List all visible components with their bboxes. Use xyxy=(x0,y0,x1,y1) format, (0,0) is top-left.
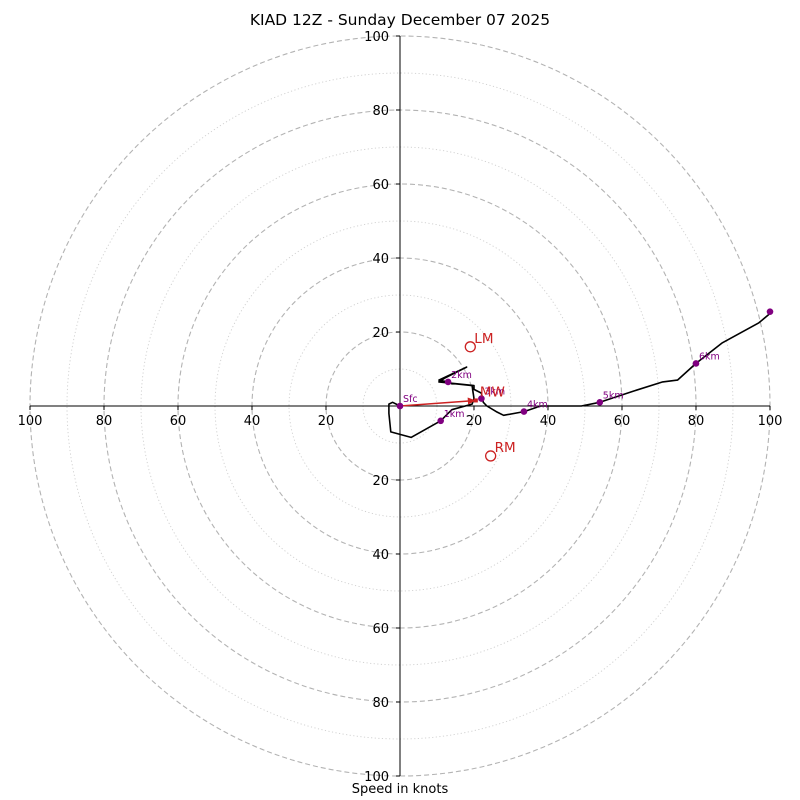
tick-label-bottom: 80 xyxy=(372,696,389,711)
height-marker-dot xyxy=(596,399,604,406)
storm-motion-label: MW xyxy=(480,384,505,400)
storm-motion-marker xyxy=(484,450,497,462)
tick-label-left: 80 xyxy=(96,414,113,429)
shear-line xyxy=(399,399,476,407)
tick-labels: 100 80 60 40 20 20 40 60 80 100 100 80 60 40 20 20 40 60 8… xyxy=(18,30,783,785)
tick-label-top: 100 xyxy=(364,30,389,45)
tick-label-right: 60 xyxy=(614,414,631,429)
tick-label-top: 20 xyxy=(372,326,389,341)
tick-label-bottom: 60 xyxy=(372,622,389,637)
height-marker-dot xyxy=(396,402,404,410)
tick-label-left: 100 xyxy=(18,414,43,429)
height-markers: Sfc 1km 2km 3km 4km 5km 6km xyxy=(396,308,774,425)
tick-label-right: 20 xyxy=(466,414,483,429)
height-marker-label: 6km xyxy=(699,351,720,362)
storm-motion-label: LM xyxy=(474,331,493,347)
tick-label-left: 40 xyxy=(244,414,261,429)
tick-label-top: 60 xyxy=(372,178,389,193)
height-marker-label: 4km xyxy=(527,400,548,411)
storm-motion-markers: LM MW RM xyxy=(464,331,516,462)
height-marker-label: 3km xyxy=(484,387,505,398)
height-marker-label: 5km xyxy=(603,390,624,401)
tick-label-left: 60 xyxy=(170,414,187,429)
height-marker-dot xyxy=(766,308,774,315)
tick-label-bottom: 20 xyxy=(372,474,389,489)
chart-title: KIAD 12Z - Sunday December 07 2025 xyxy=(249,11,551,29)
storm-motion-marker xyxy=(464,341,476,353)
tick-label-right: 100 xyxy=(758,414,783,429)
shear-vector xyxy=(399,397,476,407)
height-marker-label: 2km xyxy=(451,370,472,381)
x-axis-label: Speed in knots xyxy=(351,782,449,797)
storm-motion-label: RM xyxy=(495,440,516,456)
tick-label-right: 80 xyxy=(688,414,705,429)
height-marker-dot xyxy=(520,408,528,415)
height-marker-dot xyxy=(692,360,700,367)
height-marker-dot xyxy=(444,378,452,386)
tick-label-top: 40 xyxy=(372,252,389,267)
tick-label-right: 40 xyxy=(540,414,557,429)
height-marker-label: 1km xyxy=(444,409,465,420)
height-marker-dot xyxy=(478,395,485,402)
tick-label-left: 20 xyxy=(318,414,335,429)
height-marker-label: Sfc xyxy=(403,394,418,405)
tick-label-top: 80 xyxy=(372,104,389,119)
tick-label-bottom: 100 xyxy=(364,770,389,785)
tick-label-bottom: 40 xyxy=(372,548,389,563)
height-marker-dot xyxy=(437,417,445,425)
shear-arrowhead xyxy=(467,397,476,405)
mean-wind-marker xyxy=(473,398,478,403)
